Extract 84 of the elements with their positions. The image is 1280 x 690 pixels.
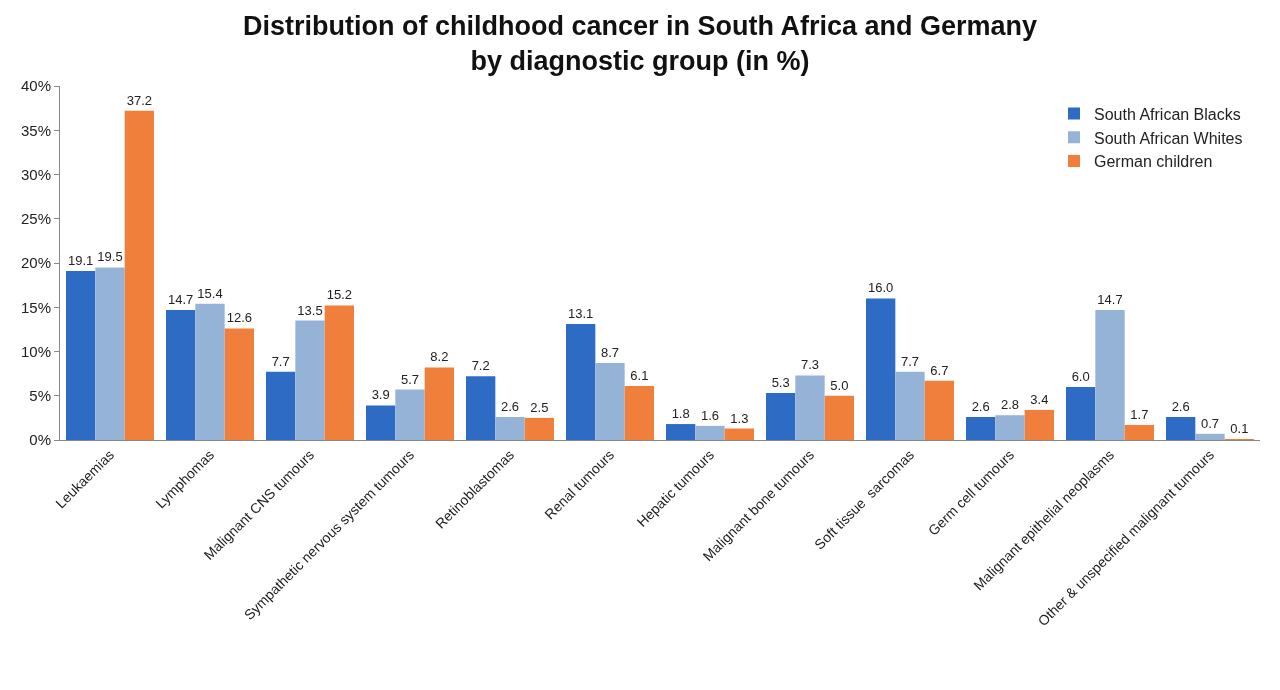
data-label: 7.7 [900, 353, 920, 369]
data-label: 6.1 [630, 368, 649, 384]
bar [1066, 386, 1096, 440]
bar [324, 305, 354, 440]
data-label: 14.7 [1097, 291, 1123, 307]
bar [95, 267, 125, 440]
data-label: 13.5 [297, 302, 323, 318]
bar [466, 376, 496, 440]
data-label: 5.3 [771, 375, 790, 391]
legend-label: German children [1094, 153, 1213, 171]
data-label: 19.1 [68, 252, 94, 268]
bar [124, 110, 154, 440]
data-label: 1.3 [730, 410, 749, 426]
data-label: 7.2 [471, 358, 490, 374]
bar [1095, 309, 1125, 440]
bar [1024, 409, 1054, 440]
y-tick-label: 15% [20, 298, 51, 316]
data-label: 1.8 [671, 406, 690, 422]
bar [666, 424, 696, 440]
data-label: 0.1 [1230, 421, 1249, 436]
bar [1195, 433, 1225, 440]
data-label: 2.6 [500, 398, 520, 414]
bar [66, 270, 96, 440]
legend-label: South African Whites [1094, 129, 1243, 147]
data-label: 15.4 [197, 285, 223, 301]
data-label: 5.7 [400, 371, 420, 387]
bar [795, 375, 825, 440]
bar [566, 324, 596, 440]
bar [295, 320, 325, 440]
data-label: 37.2 [126, 92, 152, 108]
bar [524, 417, 554, 440]
bar [766, 393, 796, 440]
y-tick-label: 35% [20, 121, 51, 139]
y-tick-label: 0% [29, 431, 51, 449]
data-label: 8.7 [600, 345, 620, 361]
bar [695, 425, 725, 440]
y-tick-label: 30% [20, 165, 51, 183]
data-label: 12.6 [226, 310, 252, 326]
bar [1166, 416, 1196, 440]
data-label: 2.6 [1171, 398, 1190, 414]
bar [995, 415, 1025, 440]
y-tick-label: 40% [20, 77, 51, 95]
data-label: 16.0 [868, 280, 894, 296]
bar [824, 395, 854, 440]
bar [266, 371, 296, 440]
data-label: 19.5 [97, 249, 123, 265]
legend-label: South African Blacks [1094, 105, 1241, 123]
bar [495, 416, 525, 440]
bar [395, 389, 425, 440]
bar [366, 405, 396, 440]
data-label: 2.8 [1000, 397, 1020, 413]
data-label: 3.9 [371, 387, 390, 403]
data-label: 5.0 [830, 377, 849, 393]
bar [966, 416, 996, 440]
bar [424, 367, 454, 440]
bar [724, 428, 754, 440]
y-tick-label: 5% [29, 387, 51, 404]
bar [195, 303, 225, 440]
y-tick-label: 10% [20, 342, 51, 360]
bar [1124, 424, 1154, 440]
data-label: 2.5 [530, 399, 549, 415]
data-label: 6.0 [1071, 368, 1090, 384]
data-label: 8.2 [430, 349, 449, 365]
data-label: 7.3 [800, 357, 820, 373]
bar [866, 298, 896, 440]
data-label: 3.4 [1030, 391, 1049, 407]
bar [595, 363, 625, 440]
bar [895, 371, 925, 440]
data-label: 14.7 [168, 291, 194, 307]
data-label: 7.7 [271, 353, 290, 369]
data-label: 15.2 [326, 287, 352, 303]
data-label: 1.7 [1130, 406, 1149, 422]
y-tick-label: 20% [20, 254, 51, 272]
data-label: 6.7 [930, 362, 949, 378]
data-label: 0.7 [1200, 415, 1220, 431]
bar [624, 386, 654, 440]
bar [166, 309, 196, 440]
y-tick-label: 25% [20, 210, 51, 227]
data-label: 2.6 [971, 398, 990, 414]
data-label: 1.6 [700, 407, 720, 423]
bar [924, 380, 954, 440]
data-label: 13.1 [568, 306, 594, 322]
bar [224, 328, 254, 440]
chart-title: Distribution of childhood cancer in South Africa and Germany by diagnostic group (in %) [242, 10, 1038, 76]
